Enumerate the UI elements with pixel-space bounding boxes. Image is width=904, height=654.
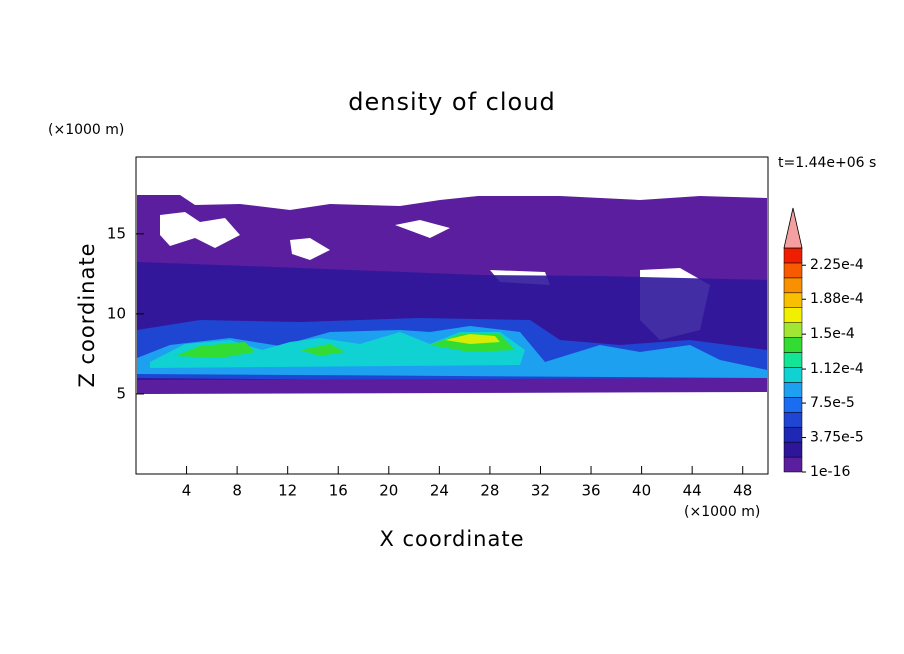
colorbar-band (783, 322, 803, 338)
plot-frame (135, 156, 769, 475)
colorbar-band (783, 382, 803, 398)
colorbar-label: 1.5e-4 (810, 326, 855, 342)
colorbar-label: 1.12e-4 (810, 361, 864, 377)
chart-title: density of cloud (348, 88, 555, 116)
x-unit: (×1000 m) (684, 504, 760, 520)
colorbar-band (783, 456, 803, 473)
time-label: t=1.44e+06 s (778, 155, 876, 171)
y-axis-title: Z coordinate (75, 242, 99, 387)
colorbar-band (783, 337, 803, 353)
colorbar-band (783, 352, 803, 368)
cloud-hole (395, 220, 450, 238)
y-tick-label: 5 (116, 384, 126, 402)
colorbar-band (783, 262, 803, 279)
cloud-hole (160, 212, 240, 248)
colorbar-band (783, 247, 803, 264)
x-tick-label: 48 (733, 482, 752, 500)
x-tick-label: 16 (329, 482, 348, 500)
colorbar-band (783, 412, 803, 428)
x-tick-label: 12 (278, 482, 297, 500)
cloud-hole (290, 238, 330, 260)
colorbar-band (783, 307, 803, 323)
x-tick-label: 36 (581, 482, 600, 500)
colorbar-label: 3.75e-5 (810, 430, 864, 446)
x-tick-label: 24 (430, 482, 449, 500)
y-unit: (×1000 m) (48, 122, 124, 138)
colorbar-band (783, 441, 803, 458)
colorbar-band (783, 367, 803, 383)
colorbar-extend (783, 207, 803, 249)
x-tick-label: 20 (379, 482, 398, 500)
cloud-layer (137, 378, 767, 394)
x-tick-label: 32 (531, 482, 550, 500)
y-tick-label: 10 (107, 304, 126, 322)
x-tick-label: 8 (232, 482, 242, 500)
x-tick-label: 44 (683, 482, 702, 500)
colorbar-label: 7.5e-5 (810, 395, 855, 411)
colorbar-band (783, 292, 803, 308)
colorbar-band (783, 397, 803, 413)
colorbar-band (783, 277, 803, 294)
contour-field (137, 195, 767, 394)
x-tick-label: 40 (632, 482, 651, 500)
x-axis-title: X coordinate (379, 527, 524, 551)
colorbar-label: 1.88e-4 (810, 291, 864, 307)
y-tick-label: 15 (107, 224, 126, 242)
x-tick-label: 28 (480, 482, 499, 500)
colorbar-band (783, 426, 803, 443)
cloud-layer (445, 334, 500, 344)
colorbar-label: 2.25e-4 (810, 257, 864, 273)
x-tick-label: 4 (182, 482, 192, 500)
colorbar-label: 1e-16 (810, 464, 850, 480)
